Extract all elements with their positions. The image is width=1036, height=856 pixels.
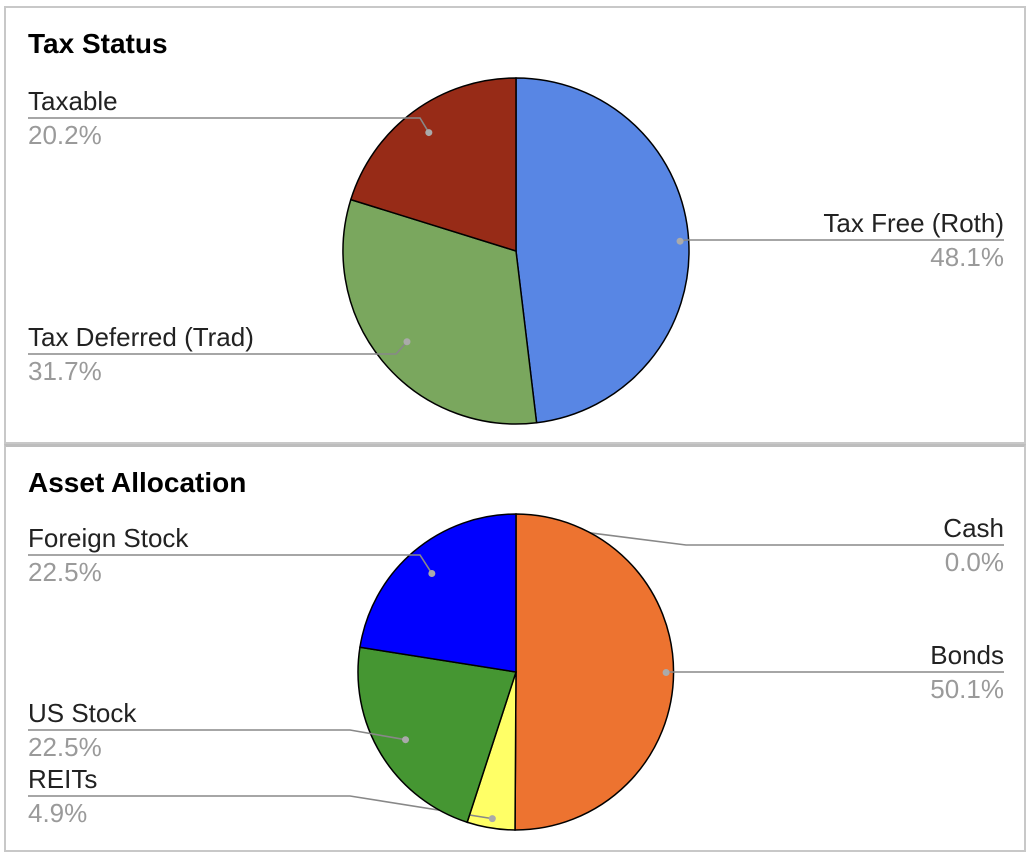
slice-percent-foreign-stock: 22.5% bbox=[28, 557, 102, 587]
slice-label-tax-deferred-trad: Tax Deferred (Trad) bbox=[28, 322, 254, 352]
slice-percent-reits: 4.9% bbox=[28, 798, 87, 828]
leader-line-tax-deferred-trad bbox=[28, 341, 408, 355]
slice-label-reits: REITs bbox=[28, 764, 97, 794]
leader-dot-taxable bbox=[425, 129, 433, 137]
asset-allocation-pie-chart: Cash 0.0% Bonds 50.1% REITs 4.9% US Stock 22.5%… bbox=[28, 513, 1004, 831]
pie-slice-us-stock bbox=[357, 646, 517, 824]
leader-line-taxable bbox=[28, 117, 430, 133]
leader-dot-us-stock bbox=[402, 736, 410, 744]
leader-line-foreign-stock bbox=[28, 554, 433, 574]
pie-slice-foreign-stock bbox=[359, 513, 517, 673]
pie-slice-tax-deferred-trad bbox=[342, 198, 538, 425]
leader-dot-bonds bbox=[662, 668, 670, 676]
chart-title-tax-status: Tax Status bbox=[28, 28, 168, 59]
slice-label-foreign-stock: Foreign Stock bbox=[28, 523, 189, 553]
slice-label-bonds: Bonds bbox=[930, 640, 1004, 670]
slice-label-us-stock: US Stock bbox=[28, 698, 137, 728]
pie-slice-taxable bbox=[349, 77, 517, 253]
leader-dot-tax-free-roth bbox=[676, 237, 684, 245]
slice-label-tax-free-roth: Tax Free (Roth) bbox=[823, 208, 1004, 238]
pie-slice-tax-free-roth bbox=[515, 77, 690, 424]
slice-percent-bonds: 50.1% bbox=[930, 674, 1004, 704]
slice-label-taxable: Taxable bbox=[28, 86, 118, 116]
slice-label-cash: Cash bbox=[943, 513, 1004, 543]
chart-title-asset-allocation: Asset Allocation bbox=[28, 467, 247, 498]
slice-percent-us-stock: 22.5% bbox=[28, 732, 102, 762]
slice-percent-cash: 0.0% bbox=[945, 547, 1004, 577]
leader-dot-foreign-stock bbox=[428, 569, 436, 577]
pie-slice-bonds bbox=[514, 513, 675, 831]
leader-dot-reits bbox=[488, 815, 496, 823]
slice-percent-taxable: 20.2% bbox=[28, 120, 102, 150]
tax-status-pie-chart: Tax Free (Roth) 48.1% Tax Deferred (Trad) 3… bbox=[28, 77, 1004, 425]
asset-allocation-panel: Asset Allocation Cash 0.0% Bonds 50.1% REITs… bbox=[4, 444, 1026, 852]
slice-percent-tax-free-roth: 48.1% bbox=[930, 242, 1004, 272]
slice-percent-tax-deferred-trad: 31.7% bbox=[28, 356, 102, 386]
tax-status-panel: Tax Status Tax Free (Roth) 48.1% Tax Defer… bbox=[4, 6, 1026, 444]
leader-line-us-stock bbox=[28, 729, 406, 741]
leader-dot-tax-deferred-trad bbox=[403, 338, 411, 346]
